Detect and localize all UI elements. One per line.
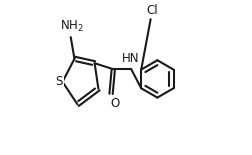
Text: O: O	[110, 97, 119, 110]
Text: S: S	[55, 75, 63, 88]
Text: NH$_2$: NH$_2$	[60, 19, 84, 34]
Text: Cl: Cl	[146, 4, 158, 17]
Text: HN: HN	[122, 53, 139, 65]
